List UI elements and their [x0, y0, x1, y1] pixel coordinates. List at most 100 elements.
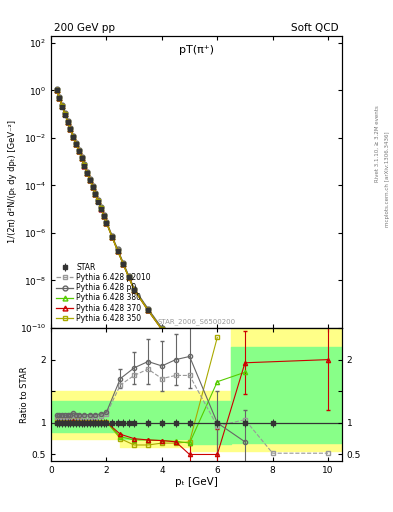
Pythia 6.428 p0 [73, 140, 78, 146]
Pythia 6.428 350 [104, 220, 109, 226]
Pythia 6.428 380 [104, 220, 109, 226]
Pythia 6.428 350 [93, 191, 98, 197]
Pythia 6.428 p2010 [73, 140, 78, 146]
Pythia 6.428 380 [71, 134, 75, 140]
Pythia 6.428 350 [96, 198, 101, 204]
Pythia 6.428 350 [62, 111, 67, 117]
Pythia 6.428 380 [115, 247, 120, 253]
Pythia 6.428 380 [54, 87, 59, 93]
Pythia 6.428 p2010 [76, 147, 81, 153]
Pythia 6.428 380 [160, 327, 164, 333]
Pythia 6.428 p2010 [62, 111, 67, 117]
Pythia 6.428 350 [187, 362, 192, 369]
Pythia 6.428 p0 [160, 325, 164, 331]
Pythia 6.428 370 [57, 95, 62, 101]
Pythia 6.428 370 [82, 162, 87, 168]
Pythia 6.428 p0 [93, 190, 98, 196]
Pythia 6.428 p2010 [71, 133, 75, 139]
Pythia 6.428 p0 [132, 285, 136, 291]
Pythia 6.428 p2010 [82, 162, 87, 168]
Pythia 6.428 p0 [146, 306, 151, 312]
Pythia 6.428 370 [76, 148, 81, 154]
Line: Pythia 6.428 380: Pythia 6.428 380 [54, 88, 275, 457]
Pythia 6.428 380 [73, 141, 78, 147]
Pythia 6.428 350 [215, 394, 220, 400]
Pythia 6.428 370 [88, 177, 92, 183]
Line: Pythia 6.428 350: Pythia 6.428 350 [54, 88, 275, 456]
Pythia 6.428 380 [90, 184, 95, 190]
Pythia 6.428 p2010 [104, 219, 109, 225]
Pythia 6.428 350 [160, 326, 164, 332]
Pythia 6.428 350 [88, 177, 92, 183]
Pythia 6.428 350 [110, 234, 114, 240]
Pythia 6.428 370 [79, 155, 84, 161]
Pythia 6.428 350 [90, 184, 95, 190]
Pythia 6.428 p2010 [65, 118, 70, 124]
Pythia 6.428 370 [60, 103, 64, 110]
Pythia 6.428 350 [54, 87, 59, 93]
Pythia 6.428 p2010 [110, 233, 114, 239]
Pythia 6.428 380 [215, 395, 220, 401]
Pythia 6.428 p2010 [132, 286, 136, 292]
Pythia 6.428 p2010 [115, 247, 120, 253]
Pythia 6.428 p0 [76, 147, 81, 153]
Pythia 6.428 p2010 [298, 458, 303, 464]
Pythia 6.428 p0 [101, 211, 106, 218]
Pythia 6.428 380 [121, 261, 125, 267]
Pythia 6.428 350 [65, 119, 70, 125]
Pythia 6.428 p2010 [57, 94, 62, 100]
Pythia 6.428 p0 [90, 183, 95, 189]
Line: Pythia 6.428 p0: Pythia 6.428 p0 [54, 87, 331, 475]
Pythia 6.428 370 [326, 480, 331, 486]
Pythia 6.428 350 [79, 155, 84, 161]
Pythia 6.428 380 [187, 362, 192, 369]
Pythia 6.428 p2010 [90, 183, 95, 189]
Pythia 6.428 350 [121, 261, 125, 267]
Pythia 6.428 370 [215, 395, 220, 401]
Pythia 6.428 p2010 [326, 471, 331, 477]
Y-axis label: Ratio to STAR: Ratio to STAR [20, 366, 29, 422]
Pythia 6.428 p0 [71, 133, 75, 139]
Pythia 6.428 380 [173, 345, 178, 351]
Pythia 6.428 380 [93, 191, 98, 197]
Pythia 6.428 p0 [65, 118, 70, 124]
Pythia 6.428 p0 [110, 232, 114, 239]
Pythia 6.428 p0 [54, 86, 59, 92]
Pythia 6.428 380 [68, 126, 73, 132]
Pythia 6.428 p2010 [96, 198, 101, 204]
Text: pT(π⁺): pT(π⁺) [179, 45, 214, 55]
Pythia 6.428 p2010 [54, 87, 59, 93]
Pythia 6.428 p0 [298, 458, 303, 464]
Pythia 6.428 p2010 [101, 211, 106, 218]
Pythia 6.428 380 [270, 452, 275, 458]
Pythia 6.428 370 [173, 346, 178, 352]
Pythia 6.428 350 [71, 134, 75, 140]
Pythia 6.428 380 [96, 198, 101, 204]
Text: Soft QCD: Soft QCD [291, 23, 339, 33]
Pythia 6.428 380 [76, 148, 81, 154]
Pythia 6.428 380 [62, 111, 67, 117]
Pythia 6.428 350 [126, 274, 131, 280]
Line: Pythia 6.428 p2010: Pythia 6.428 p2010 [54, 87, 331, 477]
Pythia 6.428 p0 [326, 470, 331, 476]
Pythia 6.428 370 [242, 424, 247, 431]
Pythia 6.428 370 [132, 287, 136, 293]
Pythia 6.428 350 [99, 205, 103, 211]
Pythia 6.428 p0 [96, 197, 101, 203]
Pythia 6.428 370 [96, 198, 101, 204]
Text: mcplots.cern.ch [arXiv:1306.3436]: mcplots.cern.ch [arXiv:1306.3436] [385, 132, 389, 227]
Pythia 6.428 370 [126, 274, 131, 280]
Pythia 6.428 p0 [215, 392, 220, 398]
Pythia 6.428 380 [242, 424, 247, 431]
Pythia 6.428 380 [65, 119, 70, 125]
Pythia 6.428 p0 [104, 219, 109, 225]
Y-axis label: 1/(2π) d²N/(pₜ dy dpₜ) [GeV⁻²]: 1/(2π) d²N/(pₜ dy dpₜ) [GeV⁻²] [8, 120, 17, 243]
Pythia 6.428 350 [101, 212, 106, 219]
Pythia 6.428 p2010 [79, 154, 84, 160]
Text: 200 GeV pp: 200 GeV pp [54, 23, 115, 33]
Pythia 6.428 380 [101, 212, 106, 219]
Pythia 6.428 370 [160, 327, 164, 333]
Pythia 6.428 370 [68, 126, 73, 132]
Pythia 6.428 350 [68, 126, 73, 132]
Pythia 6.428 350 [242, 423, 247, 430]
